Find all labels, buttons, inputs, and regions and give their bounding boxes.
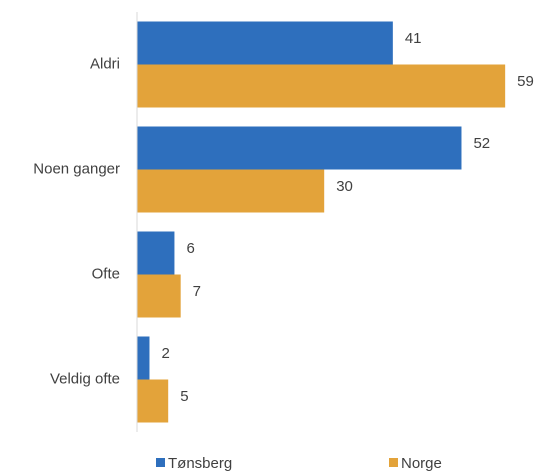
bar <box>137 336 150 380</box>
legend-label: Tønsberg <box>168 455 232 472</box>
value-label: 2 <box>161 345 169 362</box>
bar <box>137 274 181 318</box>
value-label: 5 <box>180 388 188 405</box>
value-label: 41 <box>405 30 422 47</box>
y-tick-label: Aldri <box>90 55 120 72</box>
bar <box>137 379 169 423</box>
bar <box>137 231 175 275</box>
value-label: 52 <box>473 135 490 152</box>
legend-label: Norge <box>401 455 442 472</box>
bar <box>137 64 506 108</box>
value-label: 6 <box>186 240 194 257</box>
bar <box>137 169 325 213</box>
legend-swatch <box>389 458 398 467</box>
y-tick-label: Noen ganger <box>33 160 120 177</box>
y-tick-label: Ofte <box>92 265 120 282</box>
bar <box>137 126 462 170</box>
value-label: 30 <box>336 178 353 195</box>
bar <box>137 21 393 65</box>
value-label: 59 <box>517 73 534 90</box>
y-tick-label: Veldig ofte <box>50 370 120 387</box>
legend-swatch <box>156 458 165 467</box>
value-label: 7 <box>193 283 201 300</box>
